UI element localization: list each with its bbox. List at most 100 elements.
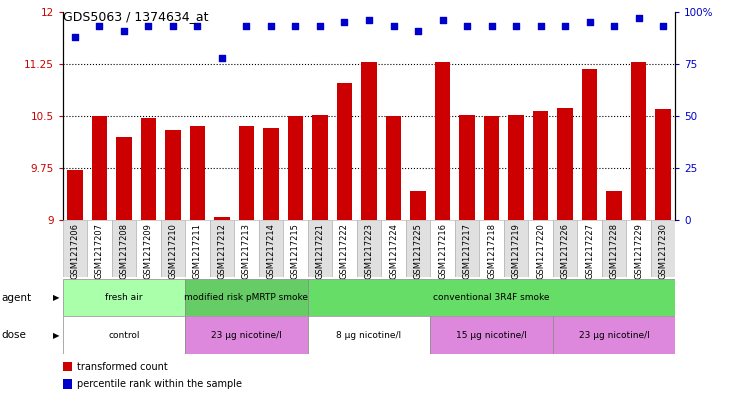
Bar	[533, 111, 548, 220]
Text: modified risk pMRTP smoke: modified risk pMRTP smoke	[184, 293, 308, 302]
Bar	[185, 316, 308, 354]
Bar	[459, 114, 475, 220]
Point	[289, 23, 301, 29]
Bar	[601, 220, 627, 277]
Text: dose: dose	[1, 330, 27, 340]
Bar	[553, 316, 675, 354]
Bar	[185, 279, 308, 316]
Bar	[504, 220, 528, 277]
Text: GSM1217211: GSM1217211	[193, 223, 202, 279]
Point	[363, 17, 375, 23]
Bar	[382, 220, 406, 277]
Text: control: control	[108, 331, 139, 340]
Text: GSM1217210: GSM1217210	[168, 223, 177, 279]
Bar	[63, 316, 185, 354]
Bar	[63, 220, 87, 277]
Bar	[410, 191, 426, 220]
Bar	[92, 116, 108, 220]
Text: conventional 3R4F smoke: conventional 3R4F smoke	[433, 293, 550, 302]
Text: GSM1217216: GSM1217216	[438, 223, 447, 279]
Text: GSM1217218: GSM1217218	[487, 223, 496, 279]
Text: GSM1217209: GSM1217209	[144, 223, 153, 279]
Bar	[337, 83, 353, 220]
Point	[461, 23, 473, 29]
Bar	[308, 279, 675, 316]
Point	[510, 23, 522, 29]
Point	[142, 23, 154, 29]
Text: GSM1217228: GSM1217228	[610, 223, 618, 279]
Bar	[140, 118, 156, 220]
Text: GSM1217206: GSM1217206	[71, 223, 80, 279]
Bar	[165, 130, 181, 220]
Point	[608, 23, 620, 29]
Text: GSM1217225: GSM1217225	[413, 223, 422, 279]
Text: GSM1217230: GSM1217230	[658, 223, 667, 279]
Bar	[430, 316, 553, 354]
Text: GSM1217208: GSM1217208	[120, 223, 128, 279]
Text: GSM1217214: GSM1217214	[266, 223, 275, 279]
Bar	[111, 220, 137, 277]
Text: 23 μg nicotine/l: 23 μg nicotine/l	[211, 331, 282, 340]
Text: GSM1217223: GSM1217223	[365, 223, 373, 279]
Point	[387, 23, 399, 29]
Text: GSM1217217: GSM1217217	[463, 223, 472, 279]
Bar	[214, 217, 230, 220]
Text: GSM1217226: GSM1217226	[561, 223, 570, 279]
Bar	[67, 170, 83, 220]
Bar	[361, 62, 377, 220]
Text: 15 μg nicotine/l: 15 μg nicotine/l	[456, 331, 527, 340]
Text: GSM1217222: GSM1217222	[340, 223, 349, 279]
Point	[314, 23, 326, 29]
Bar	[651, 220, 675, 277]
Bar	[283, 220, 308, 277]
Point	[412, 28, 424, 34]
Bar	[479, 220, 504, 277]
Bar	[630, 62, 646, 220]
Bar	[435, 62, 450, 220]
Bar	[308, 316, 430, 354]
Bar	[655, 109, 671, 220]
Bar	[455, 220, 479, 277]
Bar	[190, 127, 205, 220]
Point	[241, 23, 252, 29]
Bar	[430, 220, 455, 277]
Text: GSM1217213: GSM1217213	[242, 223, 251, 279]
Point	[167, 23, 179, 29]
Bar	[210, 220, 234, 277]
Bar	[234, 220, 259, 277]
Bar	[385, 116, 401, 220]
Bar	[312, 114, 328, 220]
Bar	[288, 116, 303, 220]
Point	[632, 15, 644, 21]
Text: GSM1217207: GSM1217207	[95, 223, 104, 279]
Point	[192, 23, 204, 29]
Bar	[161, 220, 185, 277]
Point	[534, 23, 546, 29]
Bar	[63, 279, 185, 316]
Bar	[87, 220, 111, 277]
Bar	[406, 220, 430, 277]
Text: GSM1217221: GSM1217221	[316, 223, 325, 279]
Point	[486, 23, 497, 29]
Text: GSM1217215: GSM1217215	[291, 223, 300, 279]
Point	[69, 34, 81, 40]
Bar	[553, 220, 577, 277]
Text: percentile rank within the sample: percentile rank within the sample	[77, 379, 243, 389]
Text: ▶: ▶	[52, 293, 59, 302]
Text: transformed count: transformed count	[77, 362, 168, 372]
Bar	[356, 220, 382, 277]
Bar	[116, 137, 132, 220]
Bar	[528, 220, 553, 277]
Text: fresh air: fresh air	[106, 293, 142, 302]
Bar	[308, 220, 332, 277]
Bar	[332, 220, 356, 277]
Bar	[577, 220, 601, 277]
Point	[657, 23, 669, 29]
Text: 23 μg nicotine/l: 23 μg nicotine/l	[579, 331, 649, 340]
Bar	[238, 127, 255, 220]
Text: GDS5063 / 1374634_at: GDS5063 / 1374634_at	[63, 10, 208, 23]
Text: GSM1217212: GSM1217212	[218, 223, 227, 279]
Bar	[557, 108, 573, 220]
Bar	[263, 129, 279, 220]
Text: GSM1217229: GSM1217229	[634, 223, 643, 279]
